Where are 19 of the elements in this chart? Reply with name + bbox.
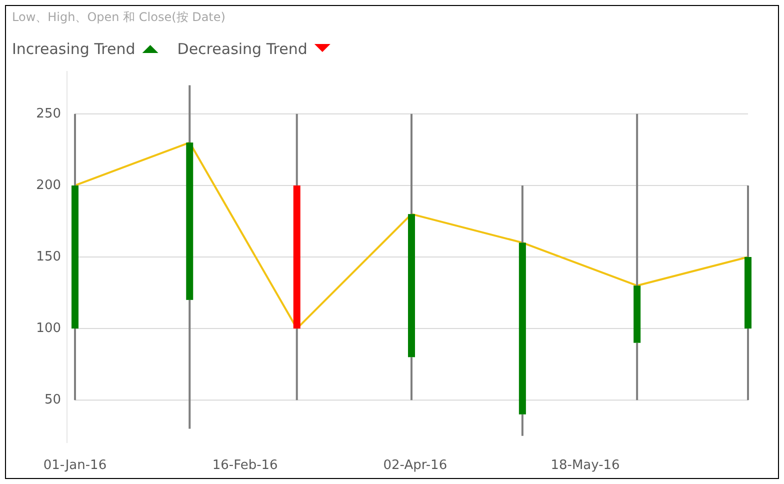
x-tick-label: 02-Apr-16	[383, 458, 448, 473]
y-tick-label: 250	[36, 106, 61, 122]
chart-title: Low、High、Open 和 Close(按 Date)	[12, 10, 226, 24]
legend-label: Decreasing Trend	[177, 40, 308, 58]
candlestick	[518, 184, 526, 437]
y-tick-label: 50	[44, 392, 61, 408]
x-tick-label: 01-Jan-16	[43, 458, 107, 473]
candlestick	[186, 84, 194, 430]
x-tick-label: 16-Feb-16	[212, 458, 278, 473]
y-tick-label: 200	[36, 178, 61, 193]
y-tick-label: 150	[36, 250, 61, 264]
candlestick	[72, 112, 78, 402]
candlestick	[744, 184, 752, 402]
candlestick	[408, 112, 415, 402]
y-tick-label: 100	[36, 321, 61, 336]
x-tick-label: 18-May-16	[550, 458, 620, 473]
candlestick	[293, 112, 300, 402]
legend-label: Increasing Trend	[12, 40, 136, 58]
candlestick	[634, 112, 641, 402]
